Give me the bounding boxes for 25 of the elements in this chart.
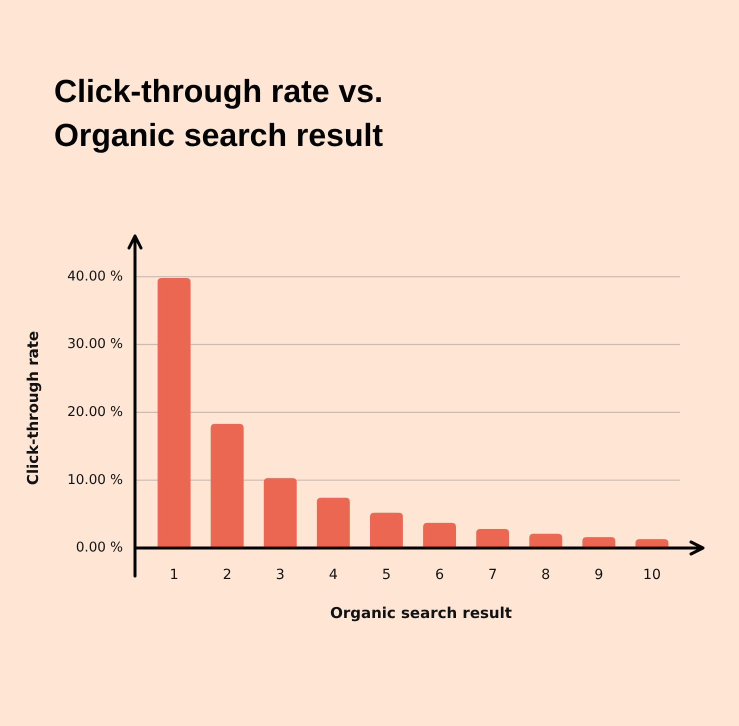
- bar: [423, 522, 456, 548]
- x-tick-label: 2: [222, 566, 232, 583]
- x-tick-label: 1: [170, 566, 179, 583]
- bar: [370, 512, 403, 548]
- x-tick-label: 10: [643, 566, 661, 583]
- chart-title: Click-through rate vs. Organic search result: [54, 73, 384, 153]
- x-tick-label: 5: [382, 566, 391, 583]
- x-tick-label: 8: [541, 566, 550, 583]
- bar: [476, 529, 510, 548]
- x-tick-label: 6: [435, 566, 444, 583]
- bar: [210, 424, 244, 548]
- bar: [264, 478, 297, 548]
- y-tick-label: 20.00 %: [67, 404, 124, 420]
- x-tick-label: 3: [276, 566, 285, 583]
- x-tick-label: 7: [488, 566, 498, 583]
- x-axis-title: Organic search result: [330, 604, 512, 622]
- y-tick-label: 30.00 %: [67, 336, 124, 352]
- bar: [158, 278, 191, 548]
- y-tick-label: 0.00 %: [76, 540, 124, 556]
- bar: [316, 498, 350, 548]
- y-tick-label: 40.00 %: [67, 268, 124, 284]
- y-axis-title: Click-through rate: [24, 330, 42, 486]
- x-tick-label: 4: [328, 566, 338, 583]
- y-tick-label: 10.00 %: [67, 472, 124, 488]
- x-tick-label: 9: [594, 566, 604, 583]
